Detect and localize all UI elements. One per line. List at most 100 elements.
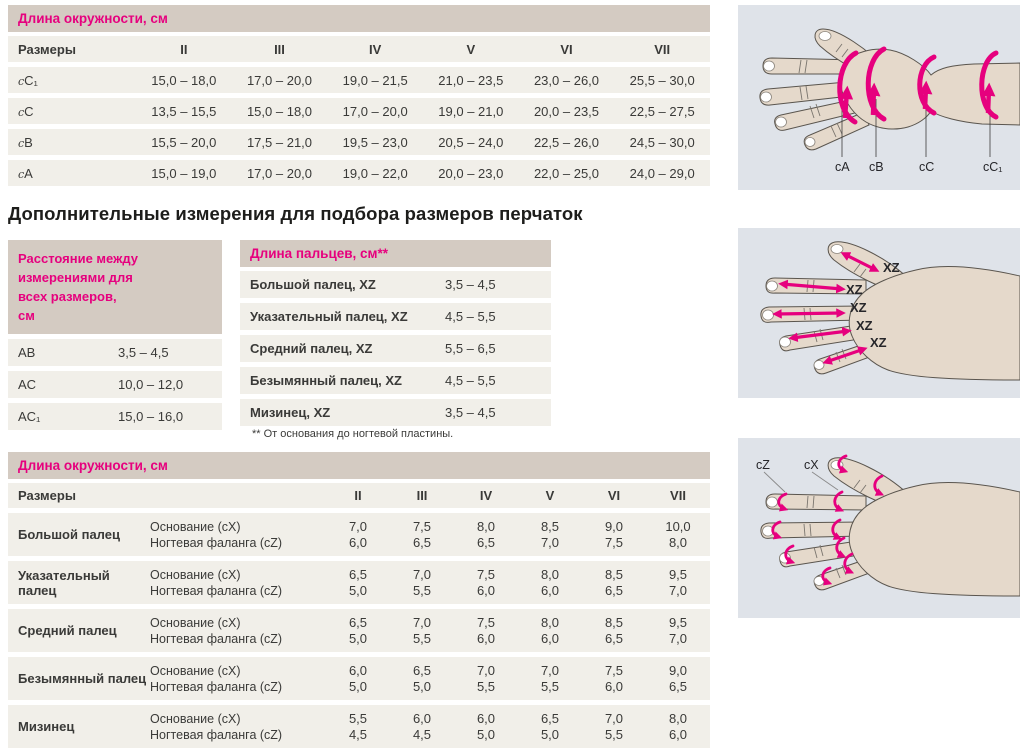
cell: 7,5 6,0: [604, 662, 624, 694]
measure-labels: Основание (cX) Ногтевая фаланга (cZ): [150, 615, 283, 646]
cell: 20,0 – 23,0: [438, 165, 504, 181]
column-header: IV: [369, 41, 382, 57]
finger-name: Мизинец: [18, 719, 75, 734]
table-row: Мизинец Основание (cX) Ногтевая фаланга …: [8, 705, 710, 748]
table-row: Безымянный палец Основание (cX) Ногтевая…: [8, 657, 710, 700]
table-row: Средний палец, XZ 5,5 – 6,5: [240, 335, 551, 362]
finger-name: Безымянный палец: [18, 671, 147, 686]
table-title: Расстояние между измерениями для всех ра…: [8, 240, 222, 334]
cell: 10,0 – 12,0: [118, 377, 184, 392]
finger-name: Средний палец: [18, 623, 117, 638]
finger-circumference-table: Длина окружности, см Размеры II III IV V…: [8, 452, 710, 753]
column-header: III: [274, 41, 285, 57]
finger-circumference-illustration: cZ cX: [738, 438, 1020, 618]
finger-name: Указательный палец: [18, 567, 110, 598]
row-label: AC₁: [18, 409, 41, 424]
row-label: cC: [18, 103, 34, 119]
up-arrows: [839, 80, 996, 119]
row-label: Мизинец, XZ: [250, 405, 331, 420]
table-title: Длина пальцев, см**: [240, 240, 551, 267]
cell: 7,0 5,5: [412, 566, 432, 598]
table-row: cB 15,5 – 20,0 17,5 – 21,0 19,5 – 23,0 2…: [8, 129, 710, 155]
row-label: Указательный палец, XZ: [250, 309, 408, 324]
cell: 8,0 6,0: [668, 710, 688, 742]
cell: 7,0 5,5: [540, 662, 560, 694]
cell: 9,0 7,5: [604, 518, 624, 550]
row-label: cC₁: [18, 72, 38, 88]
row-label: Средний палец, XZ: [250, 341, 373, 356]
cell: 6,0 5,0: [476, 710, 496, 742]
cell: 17,0 – 20,0: [246, 165, 313, 181]
label-pointer-lines: [763, 471, 839, 493]
column-header: V: [466, 41, 476, 57]
table-title: Длина окружности, см: [8, 452, 710, 479]
measure-label-cZ: cZ: [756, 458, 770, 472]
measure-labels: Основание (cX) Ногтевая фаланга (cZ): [150, 567, 283, 598]
cell: 23,0 – 26,0: [533, 72, 600, 88]
cell: 22,0 – 25,0: [533, 165, 600, 181]
cell: 3,5 – 4,5: [445, 405, 496, 420]
column-header: II: [354, 488, 362, 503]
cell: 15,0 – 18,0: [246, 103, 313, 119]
measure-label-xz-thumb: XZ: [883, 260, 900, 275]
finger-name: Большой палец: [18, 527, 120, 542]
row-label: AB: [18, 345, 36, 360]
measure-label-cC: cC: [919, 160, 934, 174]
cell: 15,0 – 19,0: [151, 165, 217, 181]
table-row: AB 3,5 – 4,5: [8, 339, 222, 366]
column-header: VII: [670, 488, 686, 503]
cell: 8,0 6,5: [476, 518, 496, 550]
table-row: cA 15,0 – 19,0 17,0 – 20,0 19,0 – 22,0 2…: [8, 160, 710, 186]
cell: 6,5 5,0: [348, 614, 368, 646]
distance-table: Расстояние между измерениями для всех ра…: [8, 240, 222, 435]
table-row: Безымянный палец, XZ 4,5 – 5,5: [240, 367, 551, 394]
cell: 6,5 5,0: [540, 710, 560, 742]
measure-label-xz-pinky: XZ: [870, 335, 887, 350]
table-header-row: Размеры II III IV V VI VII: [8, 36, 710, 62]
column-header: V: [545, 488, 555, 503]
cell: 5,5 4,5: [348, 710, 368, 742]
column-header: II: [180, 41, 188, 57]
cell: 9,0 6,5: [668, 662, 688, 694]
cell: 8,0 6,0: [540, 614, 560, 646]
finger-length-illustration: XZ XZ XZ XZ XZ: [738, 228, 1020, 398]
measure-labels: Основание (cX) Ногтевая фаланга (cZ): [150, 711, 283, 742]
column-header-sizes: Размеры: [18, 41, 76, 57]
cell: 7,0 5,5: [476, 662, 496, 694]
cell: 6,5 5,0: [412, 662, 432, 694]
table-row: cC 13,5 – 15,5 15,0 – 18,0 17,0 – 20,0 1…: [8, 98, 710, 124]
cell: 8,0 6,0: [540, 566, 560, 598]
section-heading: Дополнительные измерения для подбора раз…: [8, 203, 583, 224]
table-row: Большой палец, XZ 3,5 – 4,5: [240, 271, 551, 298]
cell: 7,0 5,5: [412, 614, 432, 646]
cell: 8,5 6,5: [604, 614, 624, 646]
cell: 3,5 – 4,5: [445, 277, 496, 292]
cell: 8,5 7,0: [540, 518, 560, 550]
cell: 9,5 7,0: [668, 614, 688, 646]
row-label: cA: [18, 165, 33, 181]
row-label: Безымянный палец, XZ: [250, 373, 402, 388]
cell: 9,5 7,0: [668, 566, 688, 598]
arm-circumference-table: Длина окружности, см Размеры II III IV V…: [8, 5, 710, 191]
cell: 10,0 8,0: [665, 518, 691, 550]
table-row: cC₁ 15,0 – 18,0 17,0 – 20,0 19,0 – 21,5 …: [8, 67, 710, 93]
table-row: Мизинец, XZ 3,5 – 4,5: [240, 399, 551, 426]
cell: 17,5 – 21,0: [246, 134, 313, 150]
cell: 7,5 6,5: [412, 518, 432, 550]
footnote: ** От основания до ногтевой пластины.: [252, 428, 454, 440]
table-header-row: Размеры II III IV V VI VII: [8, 483, 710, 508]
cell: 13,5 – 15,5: [151, 103, 217, 119]
cell: 25,5 – 30,0: [629, 72, 695, 88]
table-row: Средний палец Основание (cX) Ногтевая фа…: [8, 609, 710, 652]
cell: 4,5 – 5,5: [445, 373, 496, 388]
measure-label-cX: cX: [804, 458, 819, 472]
measure-label-cA: cA: [835, 160, 850, 174]
cell: 24,5 – 30,0: [629, 134, 695, 150]
cell: 17,0 – 20,0: [342, 103, 408, 119]
cell: 19,5 – 23,0: [342, 134, 408, 150]
cell: 7,5 6,0: [476, 614, 496, 646]
column-header-sizes: Размеры: [18, 488, 76, 503]
cell: 24,0 – 29,0: [629, 165, 695, 181]
cell: 3,5 – 4,5: [118, 345, 169, 360]
cell: 20,5 – 24,0: [438, 134, 504, 150]
